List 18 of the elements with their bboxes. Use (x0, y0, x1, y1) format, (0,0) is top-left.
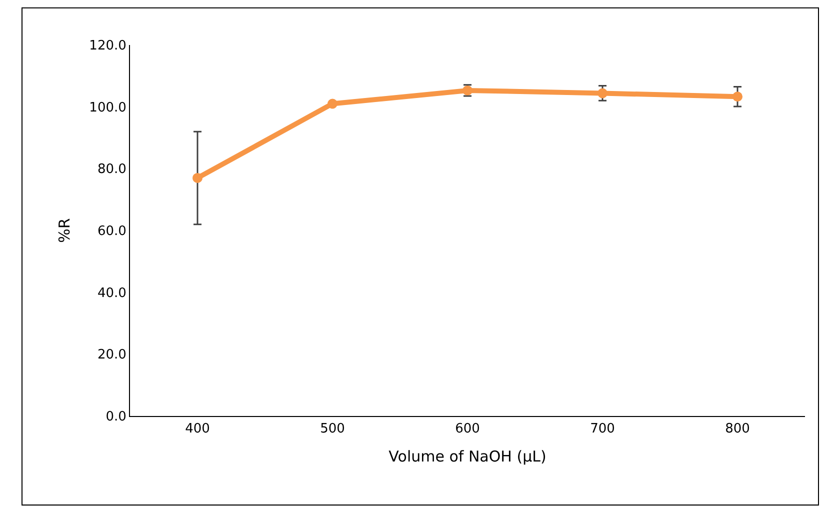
y-tick-label: 100.0 (89, 100, 126, 116)
x-axis-title: Volume of NaOH (µL) (388, 448, 546, 466)
y-tick-label: 20.0 (97, 348, 126, 363)
y-tick-label: 0.0 (106, 410, 126, 425)
y-tick-label: 60.0 (97, 224, 126, 240)
x-tick-label: 400 (185, 422, 210, 437)
point (732, 92, 742, 102)
y-tick-label: 80.0 (97, 162, 126, 178)
x-tick-label: 600 (455, 422, 480, 437)
y-tick-label: 120.0 (89, 38, 126, 54)
y-axis-title: %R (55, 218, 74, 243)
point (598, 88, 608, 98)
y-tick-label: 40.0 (97, 286, 126, 301)
point (328, 98, 338, 109)
point (192, 172, 202, 183)
x-tick-label: 700 (590, 422, 615, 437)
x-tick-label: 500 (320, 422, 345, 437)
x-tick-label: 800 (725, 422, 750, 437)
